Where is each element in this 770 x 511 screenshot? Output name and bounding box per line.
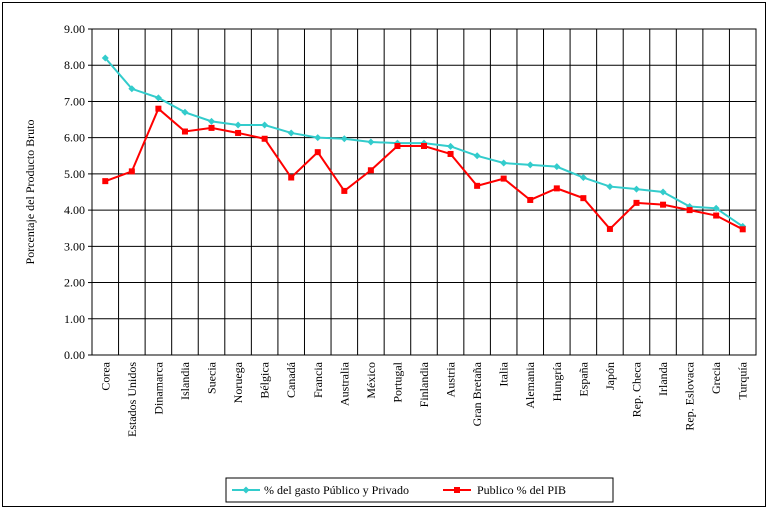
data-point [367, 138, 375, 146]
data-point [686, 207, 693, 214]
series-group [101, 54, 747, 233]
x-category-label: Rep. Eslovaca [683, 361, 697, 430]
data-point [235, 129, 242, 136]
x-category-label: Japón [603, 362, 617, 390]
x-category-label: Bélgica [258, 361, 272, 398]
legend-item-2: Publico % del PIB [443, 483, 566, 497]
y-tick-label: 9.00 [64, 22, 85, 36]
y-tick-label: 2.00 [64, 276, 85, 290]
x-category-label: Islandia [178, 361, 192, 400]
x-category-label: Dinamarca [151, 361, 165, 414]
x-category-label: Finlandia [417, 361, 431, 407]
x-category-label: Austria [444, 361, 458, 397]
x-category-label: Irlanda [656, 361, 670, 396]
data-point [473, 152, 481, 160]
x-category-label: Hungría [550, 361, 564, 401]
data-point [287, 129, 295, 137]
data-point [181, 128, 188, 135]
x-category-label: Grecia [709, 361, 723, 394]
data-point [447, 150, 454, 157]
legend: % del gasto Público y Privado Publico % d… [225, 477, 614, 503]
x-category-label: Corea [98, 361, 112, 390]
x-category-label: Suecia [205, 361, 219, 394]
x-category-label: Canadá [284, 361, 298, 398]
data-point [181, 108, 189, 116]
data-point [128, 85, 136, 93]
data-point [606, 225, 613, 232]
data-point [527, 196, 534, 203]
data-point [579, 174, 587, 182]
data-point [474, 182, 481, 189]
data-point [553, 163, 561, 171]
x-category-label: Estados Unidos [125, 362, 139, 437]
data-point [739, 226, 746, 233]
data-point [447, 142, 455, 150]
x-category-label: Alemania [523, 361, 537, 408]
y-tick-label: 5.00 [64, 167, 85, 181]
data-point [261, 121, 269, 129]
data-point [314, 134, 322, 142]
legend-swatch-marker [242, 486, 250, 494]
y-tick-label: 6.00 [64, 131, 85, 145]
legend-label: Publico % del PIB [477, 483, 566, 497]
x-category-label: Turquía [736, 361, 750, 399]
x-category-label: Gran Bretaña [470, 361, 484, 426]
data-point [340, 135, 348, 143]
y-tick-label: 1.00 [64, 312, 85, 326]
legend-swatch-marker [454, 487, 460, 493]
data-point [632, 185, 640, 193]
data-point [394, 142, 401, 149]
data-point [208, 124, 215, 131]
data-point [553, 185, 560, 192]
data-point [128, 168, 135, 175]
y-axis: 0.00 1.00 2.00 3.00 4.00 5.00 6.00 7.00 8.00 9.00 [64, 22, 92, 362]
x-category-label: Rep. Checa [629, 361, 643, 417]
data-point [101, 54, 109, 62]
data-point [526, 161, 534, 169]
data-point [633, 199, 640, 206]
data-point [367, 167, 374, 174]
data-point [155, 105, 162, 112]
data-point [234, 121, 242, 129]
data-point [606, 183, 614, 191]
x-category-label: Noruega [231, 361, 245, 403]
y-tick-label: 3.00 [64, 239, 85, 253]
data-point [208, 117, 216, 125]
series-line [104, 107, 744, 231]
data-point [421, 142, 427, 149]
x-category-label: Francia [311, 361, 325, 398]
data-point [102, 178, 109, 185]
data-point [341, 187, 348, 194]
data-point [288, 174, 295, 181]
x-category-label: Italia [497, 361, 511, 386]
data-point [712, 204, 720, 212]
y-tick-label: 0.00 [64, 348, 85, 362]
legend-box [225, 477, 614, 503]
data-point [500, 159, 508, 167]
y-tick-label: 7.00 [64, 94, 85, 108]
data-point [580, 195, 587, 202]
data-point [314, 149, 321, 156]
y-tick-label: 8.00 [64, 58, 85, 72]
x-category-label: Portugal [390, 361, 404, 402]
y-axis-label: Porcentaje del Producto Bruto [23, 120, 37, 265]
x-category-label: España [576, 361, 590, 396]
data-point [659, 188, 667, 196]
series-2 [102, 105, 746, 233]
x-axis: Corea Estados Unidos Dinamarca Islandia Suec… [98, 361, 749, 437]
y-tick-label: 4.00 [64, 203, 85, 217]
data-point [660, 201, 667, 208]
data-point [500, 175, 507, 182]
x-category-label: México [364, 362, 378, 399]
data-point [261, 135, 268, 142]
data-point [713, 212, 720, 219]
data-point [154, 94, 162, 102]
legend-item-1: % del gasto Público y Privado [232, 483, 409, 497]
legend-label: % del gasto Público y Privado [264, 483, 409, 497]
grid-lines [91, 28, 757, 356]
x-category-label: Australia [337, 361, 351, 406]
